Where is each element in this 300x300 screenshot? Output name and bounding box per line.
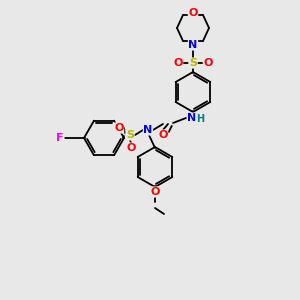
Text: N: N — [188, 40, 198, 50]
Text: S: S — [126, 130, 134, 140]
Text: H: H — [196, 114, 204, 124]
Text: S: S — [189, 58, 197, 68]
Text: O: O — [203, 58, 213, 68]
Text: O: O — [158, 130, 168, 140]
Text: O: O — [150, 187, 160, 197]
Text: O: O — [126, 143, 136, 153]
Text: O: O — [173, 58, 183, 68]
Text: O: O — [188, 8, 198, 18]
Text: O: O — [114, 123, 124, 133]
Text: F: F — [56, 133, 64, 143]
Text: N: N — [188, 113, 196, 123]
Text: N: N — [143, 125, 153, 135]
